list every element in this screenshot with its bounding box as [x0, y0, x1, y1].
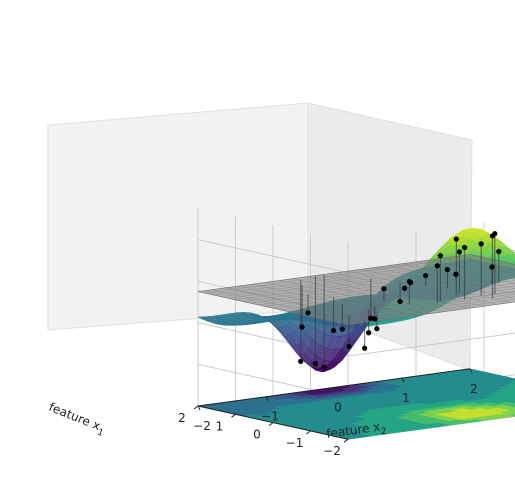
x-tick-0: −2 [323, 444, 341, 458]
x-tick-1: −1 [286, 436, 304, 450]
data-point-3 [366, 330, 372, 336]
plane-line [401, 263, 515, 289]
plane-line [429, 259, 515, 280]
y-tick-mark-2 [333, 387, 337, 392]
y-tick-0: −2 [193, 419, 211, 433]
y-tick-mark-1 [265, 396, 269, 401]
data-point-12 [368, 315, 374, 321]
plane-line [220, 259, 493, 297]
plane-line [235, 262, 508, 301]
floor-cell [508, 380, 515, 384]
data-points [298, 231, 502, 370]
floor-cell [504, 386, 515, 391]
y-tick-mark-3 [401, 377, 405, 383]
plane-line [212, 257, 486, 296]
data-point-5 [339, 326, 345, 332]
plane-line [242, 264, 515, 302]
data-point-28 [453, 271, 459, 277]
data-point-22 [492, 231, 498, 237]
data-point-29 [496, 248, 502, 255]
x-tick-mark-4 [193, 405, 199, 410]
y-tick-1: −1 [261, 410, 279, 424]
floor-cell [507, 395, 515, 399]
data-point-17 [437, 253, 443, 259]
x-tick-4: 2 [178, 411, 186, 425]
y-tick-2: 0 [334, 400, 342, 414]
y-axis-label-sub: 2 [380, 427, 387, 438]
data-point-25 [423, 272, 429, 279]
data-point-0 [362, 345, 368, 351]
plane-line [250, 266, 515, 304]
point-stems [300, 233, 500, 368]
data-point-6 [330, 327, 337, 334]
plane-line [227, 260, 501, 299]
plane-face [197, 254, 515, 326]
data-point-21 [453, 236, 459, 242]
plane-line [361, 269, 512, 303]
data-point-9 [298, 358, 304, 364]
data-point-16 [434, 263, 440, 269]
y-tick-3: 1 [402, 391, 410, 405]
y-tick-mark-4 [469, 368, 473, 374]
data-point-1 [346, 343, 352, 350]
data-point-27 [408, 280, 414, 286]
plane-line [388, 265, 515, 294]
data-point-7 [305, 310, 311, 316]
floor-cell [508, 400, 515, 404]
data-point-20 [478, 241, 484, 247]
floor-cell [505, 391, 515, 395]
plane-line [347, 270, 498, 305]
x-tick-3: 1 [216, 419, 224, 433]
floor-cell [505, 411, 515, 415]
data-point-10 [312, 360, 319, 367]
y-tick-mark-0 [197, 405, 201, 411]
data-point-2 [374, 326, 380, 332]
x-axis-label-sub: 1 [96, 428, 105, 439]
x-tick-2: 0 [253, 428, 261, 442]
surface-cell [197, 316, 210, 320]
data-point-13 [397, 298, 403, 305]
plane-line [374, 267, 515, 299]
plane-line [257, 269, 515, 306]
data-point-23 [456, 249, 462, 255]
x-axis-label-text: feature x [47, 400, 103, 433]
plane-line [442, 257, 515, 275]
data-point-26 [401, 285, 408, 291]
data-point-24 [444, 267, 451, 273]
floor-cell [509, 404, 515, 408]
plane-line [205, 255, 478, 294]
floor-contour [197, 368, 515, 440]
data-point-4 [372, 316, 378, 322]
y-tick-4: 2 [470, 382, 478, 396]
floor-cell [504, 407, 515, 411]
data-point-18 [461, 244, 468, 251]
data-point-14 [381, 286, 387, 292]
data-point-8 [299, 324, 305, 330]
x-tick-mark-3 [231, 413, 236, 418]
x-tick-mark-1 [306, 430, 311, 435]
data-point-11 [321, 364, 327, 370]
x-tick-mark-0 [343, 438, 349, 443]
x-tick-mark-2 [268, 422, 274, 427]
x-axis-label: feature x1 [45, 400, 107, 439]
data-point-33 [489, 264, 495, 270]
